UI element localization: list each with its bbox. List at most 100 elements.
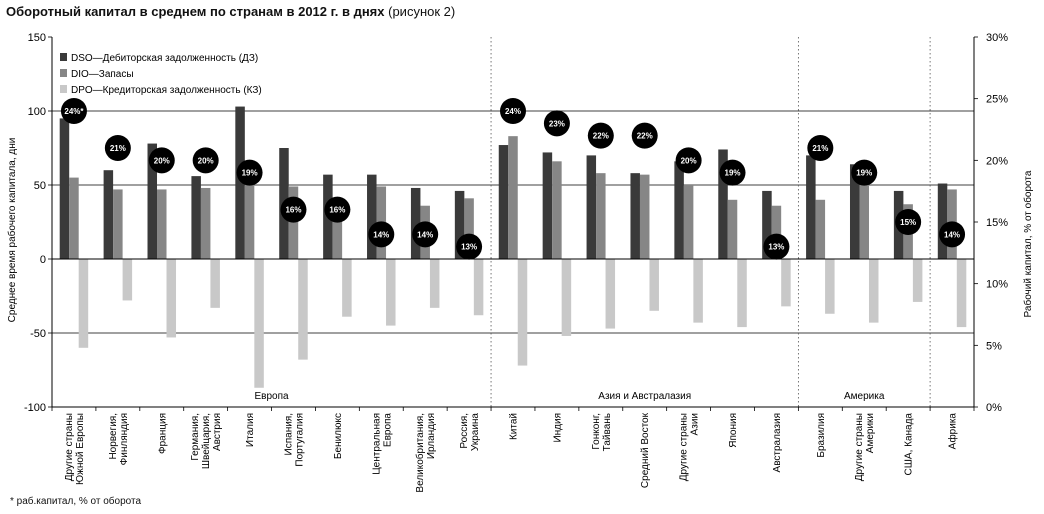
region-separators [490, 37, 931, 407]
bar [956, 259, 967, 328]
bar [122, 259, 133, 301]
bar [367, 174, 377, 259]
working-capital-label: 19% [856, 169, 872, 178]
y-tick-label: 100 [28, 106, 46, 118]
category-label: Бразилия [816, 413, 827, 458]
bar [815, 199, 826, 259]
working-capital-marker [368, 221, 395, 248]
working-capital-marker [851, 159, 878, 186]
y-tick-label: 50 [34, 180, 46, 192]
bar [78, 259, 89, 348]
bar [429, 259, 440, 308]
bar [298, 259, 308, 360]
bar [771, 205, 782, 259]
category-label: Другие страныАзии [679, 413, 701, 481]
working-capital-marker [280, 196, 307, 223]
y2-tick-label: 5% [986, 340, 1002, 352]
category-label: США, Канада [904, 413, 915, 476]
working-capital-marker [324, 196, 351, 223]
category-label: Германия,Швейцария,Австрия [190, 413, 223, 469]
category-label: Италия [245, 413, 256, 447]
bar [200, 187, 211, 259]
chart-title-note: (рисунок 2) [388, 4, 456, 19]
region-label: Европа [254, 391, 289, 402]
bar [244, 176, 255, 259]
category-label: Другие страныЮжной Европы [64, 413, 86, 485]
y-tick-label: -100 [24, 402, 46, 414]
y2-tick-label: 25% [986, 94, 1008, 106]
bar [806, 155, 816, 259]
working-capital-label: 19% [725, 169, 741, 178]
y2-tick-label: 0% [986, 402, 1002, 414]
legend-swatch [60, 53, 67, 61]
bar [454, 190, 465, 259]
category-label: Испания,Португалия [283, 413, 305, 467]
bar [342, 259, 352, 317]
y-tick-label: 0 [40, 254, 46, 266]
legend-swatch [60, 85, 67, 93]
category-label: Норвегия,Финляндия [108, 413, 130, 465]
working-capital-marker [500, 98, 526, 124]
bar [508, 136, 518, 259]
bar [473, 259, 484, 316]
bar [113, 189, 123, 259]
working-capital-label: 14% [417, 230, 433, 239]
bar [630, 173, 640, 259]
bar [605, 259, 616, 329]
working-capital-marker [631, 122, 658, 149]
bar [210, 259, 220, 308]
secondary-y-axis-label: Рабочий капитал, % от оборота [1022, 170, 1034, 317]
tick-labels: -100 -50 0 50 100 150 0% 5% 10% 15% 20% 25% 30% [24, 32, 1008, 414]
bar [912, 259, 923, 302]
bar [157, 189, 167, 259]
working-capital-marker [412, 221, 439, 248]
y-axis-label: Среднее время рабочего капитала, дни [6, 138, 18, 323]
bar [693, 259, 703, 323]
category-label: Япония [728, 413, 739, 448]
working-capital-label: 20% [198, 156, 214, 165]
bar [386, 259, 396, 326]
region-labels: Европа Азия и Австралазия Америка [254, 391, 884, 402]
bar [674, 161, 684, 259]
category-label: Индия [552, 413, 563, 443]
working-capital-label: 24%* [64, 107, 84, 116]
working-capital-marker [807, 135, 834, 161]
working-capital-marker [719, 159, 746, 186]
bar [825, 259, 835, 314]
y-tick-label: -50 [30, 328, 46, 340]
working-capital-marker [456, 233, 483, 260]
working-capital-label: 20% [154, 156, 170, 165]
bar [464, 198, 474, 259]
bar [69, 177, 79, 259]
working-capital-label: 13% [461, 243, 477, 252]
bar [727, 199, 738, 259]
working-capital-marker [543, 110, 570, 137]
working-capital-label: 13% [768, 243, 784, 252]
legend-label: DSO—Дебиторская задолженность (ДЗ) [71, 52, 258, 64]
bar [737, 259, 747, 328]
category-label: Гонконг,Тайвань [591, 413, 613, 451]
y-tick-label: 150 [28, 32, 46, 44]
bar [649, 259, 659, 311]
category-label: Средний Восток [640, 412, 651, 488]
bar [254, 259, 264, 388]
working-capital-marker [895, 209, 922, 235]
category-label: Франция [157, 413, 168, 454]
region-label: Азия и Австралазия [598, 391, 691, 402]
legend-swatch [60, 69, 67, 77]
working-capital-marker [236, 159, 263, 186]
working-capital-markers: 24%* 21% 20% 20% 19% 16% 16% 14% 14% 13% 24% 23% 22%… [60, 98, 966, 260]
bar [586, 155, 597, 259]
working-capital-marker [148, 147, 175, 174]
region-label: Америка [844, 391, 885, 402]
working-capital-label: 23% [549, 119, 565, 128]
working-capital-label: 15% [900, 218, 916, 227]
bar [103, 170, 114, 259]
bar [288, 186, 299, 259]
working-capital-label: 19% [242, 169, 258, 178]
working-capital-label: 16% [285, 206, 301, 215]
bar [517, 259, 528, 366]
working-capital-marker [939, 221, 966, 248]
working-capital-marker [60, 98, 87, 124]
